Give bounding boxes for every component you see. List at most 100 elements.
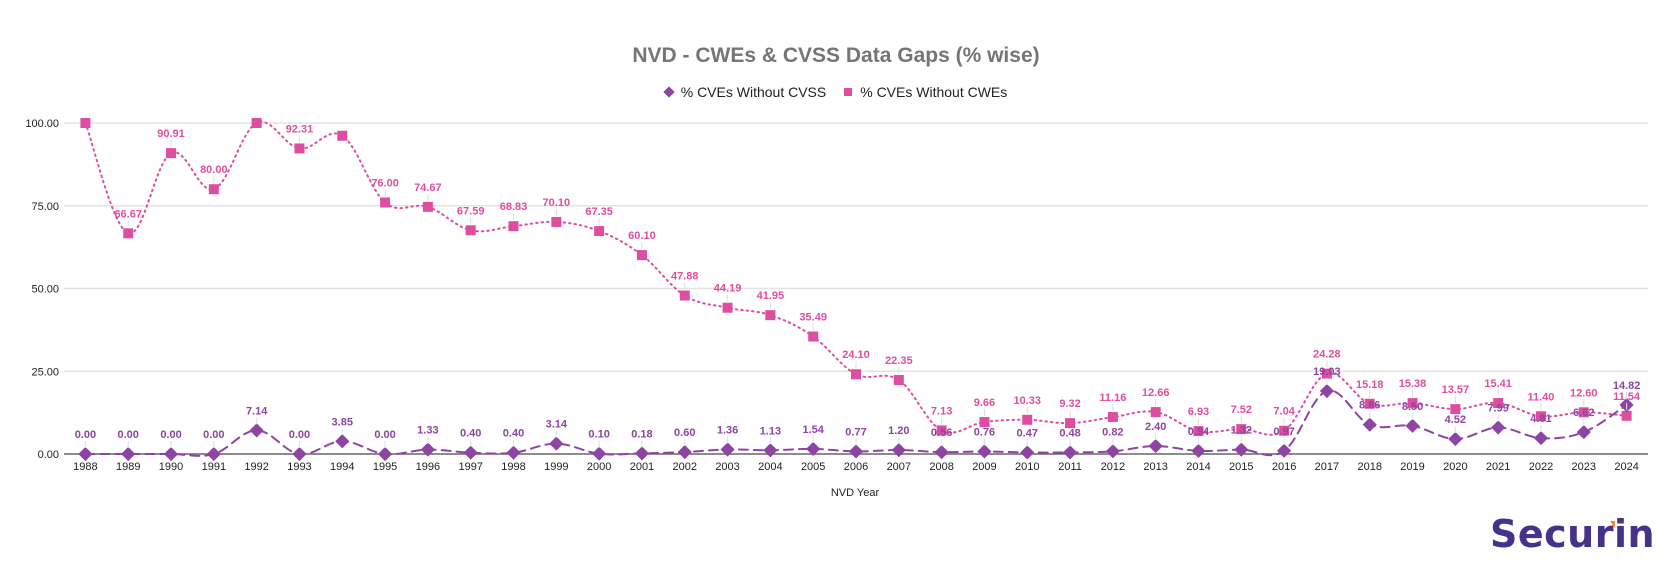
data-point-cvss	[720, 442, 735, 457]
data-point-cvss	[806, 441, 821, 456]
data-label-cvss: 0.82	[1102, 426, 1123, 438]
data-point-cvss	[163, 446, 179, 462]
x-tick-label: 1989	[116, 461, 140, 473]
legend-item-cvss[interactable]: % CVEs Without CVSS	[663, 84, 827, 100]
x-tick-label: 1988	[73, 461, 97, 473]
x-tick-label: 2001	[630, 461, 654, 473]
data-point-cwes	[722, 302, 733, 313]
data-label-cvss: 3.85	[332, 416, 353, 428]
data-label-cvss: 1.32	[1231, 425, 1252, 437]
data-label-cwes: 22.35	[885, 355, 913, 367]
y-tick-label: 0.00	[38, 449, 59, 461]
legend-item-cwes[interactable]: % CVEs Without CWEs	[844, 84, 1007, 100]
data-point-cvss	[378, 446, 393, 462]
logo-accent: r	[1594, 512, 1614, 556]
data-point-cvss	[977, 444, 992, 459]
data-label-cvss: 0.48	[1059, 427, 1080, 439]
data-label-cvss: 0.94	[1188, 426, 1210, 438]
data-point-cwes	[636, 250, 647, 261]
data-label-cwes: 11.16	[1099, 392, 1126, 404]
data-label-cwes: 90.91	[157, 128, 185, 140]
data-point-cwes	[679, 290, 690, 301]
data-label-cvss: 7.99	[1487, 403, 1508, 415]
data-point-cwes	[551, 216, 562, 227]
square-marker-icon	[844, 88, 853, 96]
data-point-cwes	[465, 225, 476, 236]
x-tick-label: 1995	[373, 461, 397, 473]
data-label-cwes: 24.28	[1313, 349, 1341, 361]
data-label-cwes: 67.59	[457, 205, 485, 217]
data-label-cwes: 41.95	[757, 290, 785, 302]
data-point-cwes	[294, 143, 305, 154]
legend-label-cwes: % CVEs Without CWEs	[860, 84, 1008, 100]
logo-text: Secu	[1490, 512, 1595, 556]
data-label-cvss: 0.18	[631, 428, 652, 440]
data-label-cwes: 12.60	[1570, 387, 1598, 399]
data-label-cvss: 0.60	[674, 427, 695, 439]
x-tick-label: 1991	[202, 461, 226, 473]
data-label-cvss: 8.50	[1402, 401, 1423, 413]
data-label-cwes: 47.88	[671, 271, 699, 283]
data-point-cvss	[1148, 438, 1163, 454]
data-label-cvss: 4.81	[1530, 413, 1551, 425]
data-label-cvss: 0.00	[374, 429, 395, 441]
x-tick-label: 2011	[1058, 461, 1082, 473]
x-tick-label: 2002	[673, 461, 697, 473]
x-tick-label: 2005	[801, 461, 825, 473]
legend-label-cvss: % CVEs Without CVSS	[680, 84, 827, 100]
data-label-cvss: 8.86	[1359, 400, 1380, 412]
x-tick-label: 2003	[715, 461, 739, 473]
data-label-cvss: 14.82	[1613, 380, 1641, 392]
data-label-cwes: 11.40	[1528, 391, 1555, 403]
data-label-cvss: 1.33	[417, 425, 438, 437]
data-point-cvss	[335, 434, 350, 449]
x-tick-label: 2020	[1443, 461, 1467, 473]
x-tick-label: 2000	[587, 461, 611, 473]
data-label-cvss: 6.62	[1573, 407, 1594, 419]
x-tick-label: 2015	[1229, 461, 1253, 473]
data-point-cwes	[380, 197, 391, 208]
data-point-cvss	[763, 443, 778, 458]
data-label-cvss: 0.47	[1017, 427, 1038, 439]
data-label-cwes: 44.19	[714, 283, 742, 295]
y-axis: 0.00 25.00 50.00 75.00 100.00	[25, 118, 59, 461]
x-tick-label: 2006	[844, 461, 868, 473]
x-tick-label: 2017	[1315, 461, 1339, 473]
logo-text-end: in	[1613, 512, 1656, 556]
chart-legend: % CVEs Without CVSS % CVEs Without CWEs	[0, 84, 1672, 100]
data-label-cvss: 0.00	[160, 429, 181, 441]
data-point-cvss	[848, 444, 864, 459]
data-labels: 66.67 90.91 80.00 92.31 76.00 74.67 67.59 68.83…	[75, 123, 1641, 448]
data-point-cvss	[1576, 425, 1591, 440]
data-point-cvss	[121, 446, 136, 462]
data-label-cwes: 24.10	[842, 349, 870, 361]
data-label-cvss: 4.52	[1445, 414, 1466, 426]
x-tick-label: 1993	[287, 461, 311, 473]
data-point-cvss	[1105, 444, 1120, 459]
data-label-cwes: 76.00	[371, 177, 399, 189]
data-point-cwes	[936, 425, 947, 436]
data-point-cwes	[979, 417, 990, 428]
x-tick-label: 2022	[1529, 461, 1553, 473]
data-label-cwes: 80.00	[200, 164, 228, 176]
data-point-cwes	[808, 331, 819, 342]
data-point-cwes	[166, 148, 177, 159]
x-tick-label: 1990	[159, 461, 183, 473]
data-label-cwes: 6.93	[1188, 406, 1209, 418]
data-point-cwes	[80, 118, 91, 128]
chart-title: NVD - CWEs & CVSS Data Gaps (% wise)	[632, 44, 1040, 67]
data-label-cwes: 9.66	[974, 397, 995, 409]
series-line-cwes	[84, 120, 1628, 436]
data-label-cwes: 15.41	[1484, 378, 1512, 390]
data-label-cvss: 1.54	[802, 424, 824, 436]
y-tick-label: 50.00	[31, 284, 59, 296]
data-point-cwes	[1621, 410, 1632, 421]
x-tick-label: 2009	[972, 461, 996, 473]
data-point-cvss	[1405, 418, 1420, 433]
data-point-cvss	[1234, 442, 1249, 457]
data-label-cwes: 7.13	[931, 405, 952, 417]
data-point-cvss	[1277, 443, 1292, 458]
data-point-cvss	[1533, 431, 1549, 446]
data-point-cwes	[1279, 425, 1290, 436]
